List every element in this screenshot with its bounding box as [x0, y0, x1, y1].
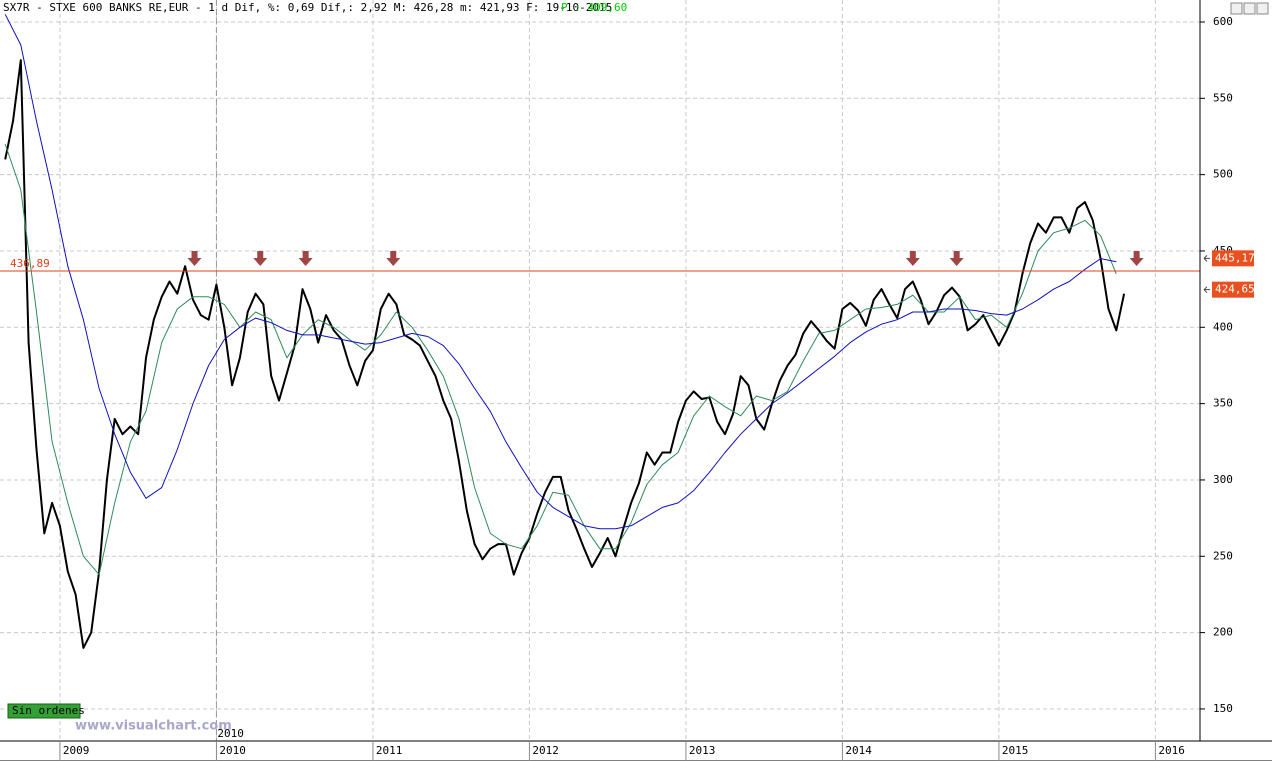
level-label: 436,89: [10, 257, 50, 270]
arrow: [1129, 251, 1144, 266]
tag-pointer: [1203, 286, 1210, 294]
y-tick-label: 550: [1213, 91, 1233, 104]
x-tick-label: 2016: [1158, 744, 1185, 757]
watermark: www.visualchart.com: [75, 719, 232, 734]
price-tag: [1212, 281, 1254, 298]
x-tick-label: 2011: [376, 744, 403, 757]
last-price: P : 409,60: [561, 1, 627, 14]
cursor-label: 2010: [217, 727, 244, 740]
price-tag-label: 424,65: [1215, 283, 1255, 296]
series-line: [4, 59, 1126, 649]
price-tag-label: 445,17: [1215, 251, 1255, 264]
y-tick-label: 150: [1213, 702, 1233, 715]
tag-pointer: [1203, 254, 1210, 262]
chart-title: SX7R - STXE 600 BANKS RE,EUR - 1 d Dif, …: [3, 1, 612, 14]
close-button[interactable]: [1256, 2, 1269, 15]
series-line: [4, 14, 1117, 530]
minimize-button[interactable]: [1230, 2, 1243, 15]
arrow: [187, 251, 202, 266]
x-tick-label: 2012: [532, 744, 559, 757]
status-text: Sin ordenes: [12, 704, 85, 717]
x-tick-label: 2014: [845, 744, 872, 757]
y-tick-label: 600: [1213, 15, 1233, 28]
price-tag: [1212, 250, 1254, 267]
x-tick-label: 2010: [219, 744, 246, 757]
arrow: [253, 251, 268, 266]
y-tick-label: 500: [1213, 168, 1233, 181]
y-tick-label: 350: [1213, 397, 1233, 410]
status-box: [7, 703, 81, 719]
maximize-button[interactable]: [1243, 2, 1256, 15]
plot-layer: [0, 0, 1200, 741]
x-tick-label: 2009: [63, 744, 90, 757]
y-tick-label: 200: [1213, 626, 1233, 639]
x-tick-label: 2013: [689, 744, 716, 757]
y-tick-label: 300: [1213, 473, 1233, 486]
arrow: [949, 251, 964, 266]
arrow: [386, 251, 401, 266]
arrow: [905, 251, 920, 266]
arrow: [298, 251, 313, 266]
x-tick-label: 2015: [1002, 744, 1029, 757]
y-tick-label: 250: [1213, 549, 1233, 562]
y-tick-label: 400: [1213, 320, 1233, 333]
